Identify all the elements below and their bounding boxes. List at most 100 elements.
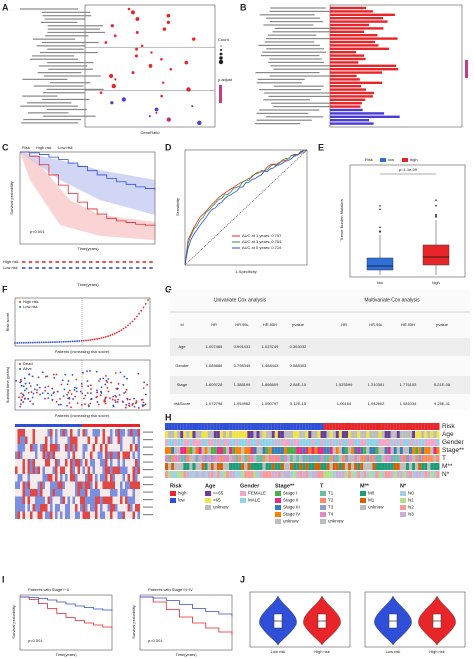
survival-point bbox=[62, 395, 65, 398]
survival-point bbox=[31, 375, 34, 378]
term-text bbox=[21, 122, 79, 124]
track-cell bbox=[409, 439, 413, 446]
risk-point bbox=[140, 309, 143, 312]
heat-cell bbox=[87, 451, 90, 459]
track-cell bbox=[299, 447, 303, 454]
dot bbox=[155, 111, 158, 114]
heat-cell bbox=[22, 496, 25, 504]
heat-cell bbox=[135, 429, 138, 437]
track-cell bbox=[204, 447, 208, 454]
track-cell bbox=[210, 439, 214, 446]
risk-point bbox=[14, 342, 16, 344]
heat-cell bbox=[25, 496, 28, 504]
heat-cell bbox=[100, 436, 103, 444]
track-cell bbox=[271, 463, 275, 470]
track-cell bbox=[235, 463, 239, 470]
track-cell bbox=[247, 455, 251, 462]
heat-cell bbox=[82, 511, 85, 519]
survival-point bbox=[104, 383, 107, 386]
survival-point bbox=[73, 389, 76, 391]
legend-key bbox=[320, 512, 326, 517]
label: Alive bbox=[23, 366, 32, 371]
term-text bbox=[257, 78, 305, 80]
track-cell bbox=[262, 431, 266, 438]
track-cell bbox=[396, 455, 400, 462]
track-cell bbox=[201, 423, 205, 430]
track-cell bbox=[433, 431, 437, 438]
label: 1-Specificity bbox=[235, 269, 257, 274]
track-cell bbox=[262, 463, 266, 470]
legend-label: unknow bbox=[213, 505, 229, 510]
survival-point bbox=[142, 387, 145, 390]
risk-point bbox=[98, 337, 101, 340]
track-cell bbox=[433, 439, 437, 446]
table-cell: 0.991431 bbox=[234, 344, 251, 349]
survival-point bbox=[106, 381, 109, 383]
survival-point bbox=[86, 380, 89, 383]
heat-cell bbox=[35, 504, 38, 512]
track-cell bbox=[326, 423, 330, 430]
survival-point bbox=[105, 379, 108, 382]
risk-count bbox=[75, 267, 80, 269]
heat-cell bbox=[102, 436, 105, 444]
heat-cell bbox=[132, 429, 135, 437]
column-header: HR bbox=[341, 322, 347, 327]
track-cell bbox=[186, 431, 190, 438]
track-cell bbox=[247, 447, 251, 454]
heat-cell bbox=[32, 459, 35, 467]
heat-cell bbox=[120, 444, 123, 452]
track-cell bbox=[326, 431, 330, 438]
heat-cell bbox=[60, 459, 63, 467]
track-cell bbox=[213, 463, 217, 470]
heat-cell bbox=[135, 481, 138, 489]
track-cell bbox=[363, 455, 367, 462]
heat-cell bbox=[92, 489, 95, 497]
heat-cell bbox=[105, 504, 108, 512]
heat-cell bbox=[45, 496, 48, 504]
track-cell bbox=[399, 471, 403, 478]
heat-cell bbox=[125, 429, 128, 437]
track-cell bbox=[430, 423, 434, 430]
survival-point bbox=[125, 388, 128, 391]
track-cell bbox=[280, 439, 284, 446]
track-cell bbox=[338, 471, 342, 478]
term-text bbox=[37, 72, 82, 74]
track-cell bbox=[222, 447, 226, 454]
heat-cell bbox=[92, 474, 95, 482]
bar bbox=[330, 40, 376, 44]
track-cell bbox=[168, 431, 172, 438]
heat-cell bbox=[57, 459, 60, 467]
track-cell bbox=[412, 471, 416, 478]
term-text bbox=[264, 41, 315, 43]
track-cell bbox=[381, 447, 385, 454]
track-cell bbox=[308, 439, 312, 446]
track-cell bbox=[415, 423, 419, 430]
risk-point bbox=[27, 341, 30, 344]
heat-cell bbox=[60, 496, 63, 504]
track-cell bbox=[195, 431, 199, 438]
dot bbox=[135, 31, 139, 34]
risk-count bbox=[35, 267, 39, 269]
survival-point bbox=[71, 374, 74, 376]
track-cell bbox=[210, 423, 214, 430]
heat-cell bbox=[97, 481, 100, 489]
heat-cell bbox=[52, 466, 55, 474]
heat-cell bbox=[27, 459, 30, 467]
heat-cell bbox=[105, 489, 108, 497]
heat-cell bbox=[52, 511, 55, 519]
track-cell bbox=[384, 471, 388, 478]
risk-point bbox=[38, 341, 41, 344]
heat-cell bbox=[70, 451, 73, 459]
dot bbox=[148, 115, 151, 118]
track-cell bbox=[201, 439, 205, 446]
risk-point bbox=[82, 339, 85, 342]
track-cell bbox=[405, 471, 409, 478]
track-cell bbox=[241, 463, 245, 470]
track-cell bbox=[402, 439, 406, 446]
track-cell bbox=[354, 447, 358, 454]
track-cell bbox=[338, 463, 342, 470]
track-cell bbox=[238, 447, 242, 454]
heat-cell bbox=[57, 444, 60, 452]
risk-count bbox=[149, 261, 153, 263]
heat-cell bbox=[115, 436, 118, 444]
